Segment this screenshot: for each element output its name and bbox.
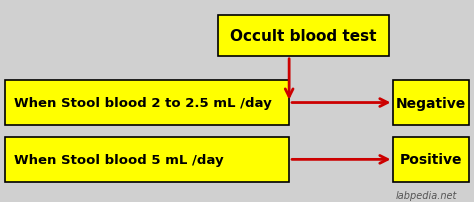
FancyBboxPatch shape bbox=[218, 16, 389, 57]
FancyBboxPatch shape bbox=[393, 137, 469, 182]
Text: Positive: Positive bbox=[400, 153, 463, 166]
FancyBboxPatch shape bbox=[5, 81, 289, 125]
FancyBboxPatch shape bbox=[5, 137, 289, 182]
Text: labpedia.net: labpedia.net bbox=[396, 190, 457, 200]
Text: Negative: Negative bbox=[396, 96, 466, 110]
FancyBboxPatch shape bbox=[393, 81, 469, 125]
Text: Occult blood test: Occult blood test bbox=[230, 29, 377, 44]
Text: When Stool blood 5 mL /day: When Stool blood 5 mL /day bbox=[14, 153, 224, 166]
Text: When Stool blood 2 to 2.5 mL /day: When Stool blood 2 to 2.5 mL /day bbox=[14, 97, 272, 109]
